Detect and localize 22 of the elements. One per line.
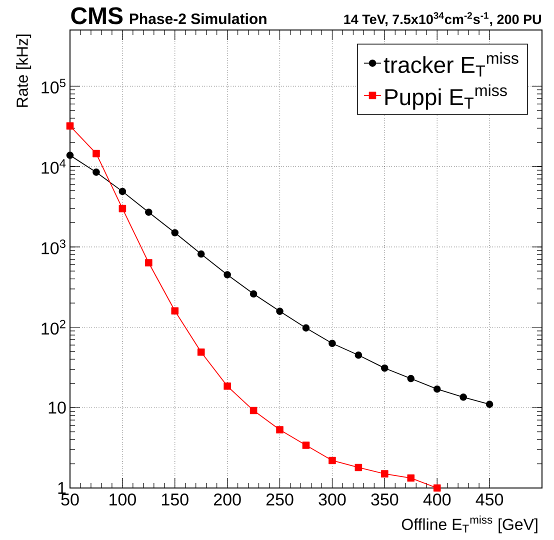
x-tick-label: 150 [162, 494, 188, 506]
x-tick-label: 400 [423, 494, 451, 506]
y-axis-title: Rate [kHz] [16, 34, 32, 107]
x-tick-label: 250 [266, 494, 294, 506]
x-tick-label: 200 [214, 494, 241, 506]
y-tick-label: 10$^{5}$ [42, 78, 66, 94]
chart-title: CMS [71, 7, 123, 24]
x-tick-label: 350 [371, 494, 398, 506]
legend-label: Puppi E$_{T}$miss [385, 84, 507, 110]
y-tick-label: 10$^{2}$ [42, 320, 66, 335]
x-axis-title: Offline E$_{T}$$^{miss}$ [GeV] [402, 516, 538, 534]
x-tick-label: 450 [476, 494, 504, 506]
legend-label: tracker E$_{T}$miss [384, 52, 518, 77]
y-tick-label: 10$^{3}$ [42, 240, 66, 254]
y-tick-label: 1 [58, 482, 66, 494]
x-tick-label: 50 [61, 494, 79, 506]
x-tick-label: 300 [318, 494, 346, 506]
x-tick-label: 100 [110, 494, 136, 506]
y-tick-label: 10$^{4}$ [42, 159, 66, 174]
chart-subtitle: Phase-2 Simulation [130, 13, 266, 24]
y-tick-label: 10 [48, 402, 66, 414]
text: 14 TeV, 7.5x10$^{34}$cm$^{-2}$s$^{-1}$, 200 PU [344, 12, 541, 26]
